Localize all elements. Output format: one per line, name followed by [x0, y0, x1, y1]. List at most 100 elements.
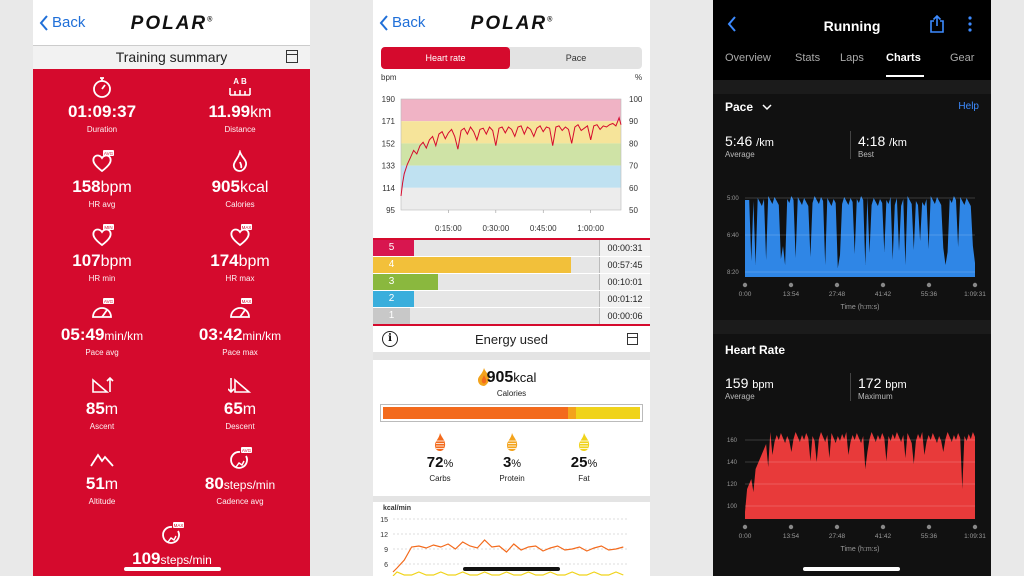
tab-laps[interactable]: Laps: [840, 52, 864, 64]
calories-label: Calories: [496, 389, 527, 398]
cadence-max-icon: MAX: [162, 522, 184, 544]
back-button[interactable]: Back: [379, 14, 425, 31]
hr-zone-row: 5 00:00:31: [373, 240, 650, 256]
stat-label: HR avg: [88, 200, 116, 209]
x-tick-dot: [834, 282, 840, 288]
tab-heart-rate[interactable]: Heart rate: [381, 47, 510, 69]
y-tick-left: 190: [382, 95, 396, 104]
stopwatch-icon: [93, 77, 111, 98]
x-tick-dot: [972, 524, 978, 530]
x-tick: 55:36: [921, 291, 938, 298]
hr-zone-band: [401, 187, 621, 210]
value: 65: [223, 399, 243, 418]
macro-protein: 3% Protein: [482, 432, 542, 483]
stat-label: Ascent: [89, 422, 115, 431]
x-tick: 1:09:31: [964, 291, 986, 298]
stat-hr-avg: AVG 158bpm HR avg: [33, 150, 171, 209]
badge: [103, 224, 114, 230]
zone-number: 1: [373, 308, 410, 324]
calendar-icon[interactable]: [627, 333, 638, 345]
chevron-left-icon: [39, 14, 48, 31]
badge-text: MAX: [242, 225, 252, 230]
unit: m: [104, 476, 119, 493]
zone-number: 3: [373, 274, 410, 290]
value: 01:09:37: [67, 102, 137, 121]
pace-best: 4:18 /km Best: [858, 133, 907, 159]
tab-overview[interactable]: Overview: [725, 52, 771, 64]
y-tick-right: 60: [629, 184, 638, 193]
hr-title: Heart Rate: [725, 343, 786, 357]
zone-time: 00:57:45: [599, 257, 650, 273]
tab-pace[interactable]: Pace: [565, 53, 587, 63]
y-tick-right: 90: [629, 117, 638, 126]
section-gap: [713, 320, 991, 334]
y-tick: 140: [727, 460, 738, 466]
drop-shape: [507, 433, 518, 451]
y-axis-label-right: %: [635, 73, 642, 82]
y-tick: 120: [727, 482, 738, 488]
divider: [373, 238, 650, 240]
badge: [241, 224, 252, 230]
hr-zone-row: 1 00:00:06: [373, 308, 650, 324]
heart-rate-area-chart: 160 140 120 100 0:00 13:54 27:48 41:42 55:36 1:09…: [727, 432, 986, 553]
flame-icon: [232, 150, 248, 172]
info-icon[interactable]: i: [382, 331, 398, 347]
zone-number: 2: [373, 291, 410, 307]
value: 174: [210, 251, 239, 270]
speedometer-avg-icon: AVG: [92, 298, 114, 318]
stat-value: 11.99km: [171, 102, 309, 123]
tab-stats[interactable]: Stats: [795, 52, 821, 64]
distance-ruler-icon: A B: [229, 77, 251, 96]
x-tick-dot: [742, 282, 748, 288]
training-summary-screen: Back POLAR® Training summary 01:09:37 Dur…: [33, 0, 310, 576]
descent-icon: [228, 378, 252, 394]
stat-label: HR min: [88, 274, 116, 283]
stat-hr-min: MIN 107bpm HR min: [33, 224, 171, 283]
unit: m: [104, 401, 119, 418]
flame-icon: [478, 368, 490, 386]
tab-gear[interactable]: Gear: [950, 52, 975, 64]
x-tick-dot: [788, 282, 794, 288]
y-tick: 9: [384, 547, 388, 554]
macro-fat: 25% Fat: [554, 432, 614, 483]
x-tick: 55:36: [921, 533, 938, 540]
stat-cadence-avg: AVG 80steps/min Cadence avg: [171, 447, 309, 506]
zone-number: 4: [373, 257, 410, 273]
heart-rate-chart: bpm % 95 114 133 152 171 190 50 60 70 80 90 100 0:15:0…: [381, 73, 643, 233]
pace-dropdown[interactable]: Pace: [725, 100, 772, 114]
divider: [850, 131, 851, 159]
stat-value: 05:49min/km: [33, 325, 171, 346]
y-tick: 5:00: [727, 196, 739, 202]
stat-value: 51m: [33, 474, 171, 495]
calendar-icon[interactable]: [286, 50, 298, 63]
stat-value: 03:42min/km: [171, 325, 309, 346]
chevron-left-icon[interactable]: [727, 16, 737, 32]
zone-time: 00:01:12: [599, 291, 650, 307]
stat-value: 01:09:37: [33, 102, 171, 123]
x-tick-dot: [788, 524, 794, 530]
x-tick-dot: [742, 524, 748, 530]
x-tick: 0:15:00: [435, 224, 462, 233]
x-tick: 0:00: [739, 291, 752, 298]
macro-value: 72%: [410, 454, 470, 471]
chevron-down-icon: [762, 104, 772, 111]
back-button[interactable]: Back: [39, 14, 85, 31]
hr-maximum: 172 bpm Maximum: [858, 375, 907, 401]
stat-label: Pace avg: [85, 348, 119, 357]
stat-value: 905kcal: [171, 177, 309, 198]
stats-panel: 01:09:37 Duration A B 11.99km Distance AVG 158…: [33, 69, 310, 576]
ruler-text: A B: [233, 77, 247, 86]
value: 109: [132, 549, 161, 568]
more-icon[interactable]: [967, 15, 973, 33]
y-tick: 100: [727, 504, 738, 510]
share-icon[interactable]: [930, 15, 944, 33]
help-link[interactable]: Help: [958, 101, 979, 112]
y-tick-right: 50: [629, 206, 638, 215]
stat-label: Cadence avg: [216, 497, 264, 506]
stat-value: 107bpm: [33, 251, 171, 272]
stat-value: 158bpm: [33, 177, 171, 198]
x-axis-label: Time (h:m:s): [840, 304, 879, 311]
tab-charts[interactable]: Charts: [886, 52, 921, 64]
energy-segment-carbs: [383, 407, 569, 419]
section-gap: [373, 352, 650, 360]
